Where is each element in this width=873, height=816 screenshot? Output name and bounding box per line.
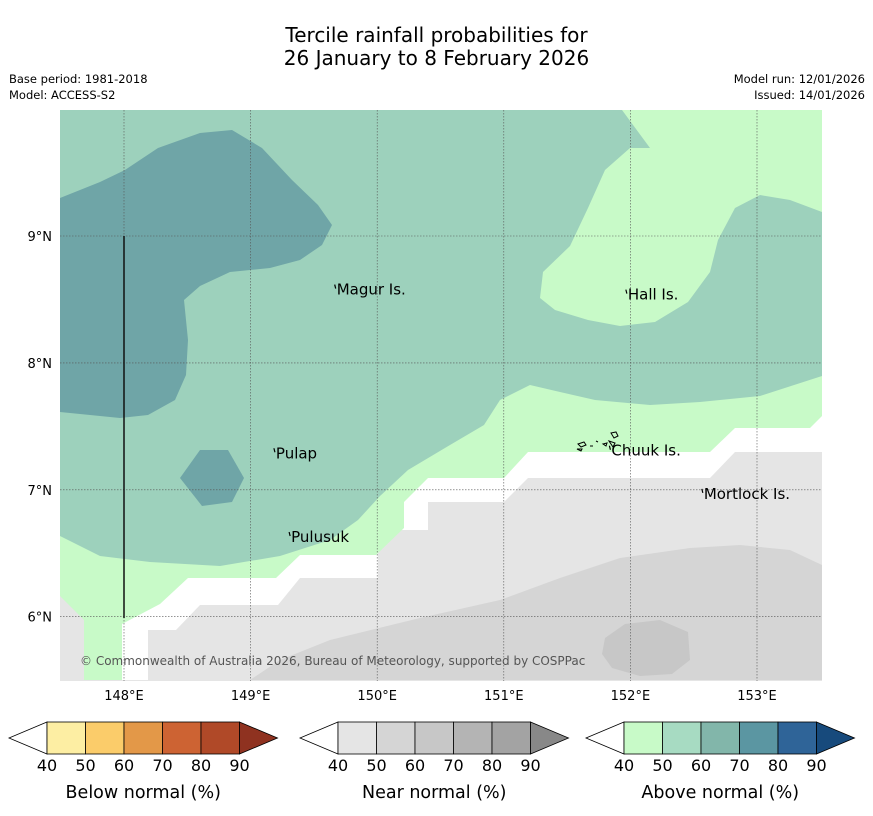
above-normal-60-70-region	[60, 130, 332, 418]
longitude-tick-label: 150°E	[357, 689, 397, 704]
meta-right: Model run: 12/01/2026 Issued: 14/01/2026	[734, 71, 865, 103]
colorbar-tick-label: 90	[229, 756, 249, 775]
colorbar-extend-high	[530, 721, 570, 755]
colorbar-3: 40 50 60 70 80 90 Above normal (%)	[584, 721, 856, 803]
colorbar-segment	[200, 721, 240, 755]
colorbar-tick-label: 40	[614, 756, 634, 775]
copyright-notice: © Commonwealth of Australia 2026, Bureau…	[80, 654, 585, 668]
colorbar-label: Below normal (%)	[66, 783, 221, 803]
colorbar-label: Near normal (%)	[362, 783, 507, 803]
colorbar-segment	[700, 721, 740, 755]
island-marker-icon	[608, 445, 611, 450]
island-marker-icon	[701, 488, 704, 494]
place-label: Pulusuk	[291, 528, 349, 546]
longitude-tick-label: 153°E	[737, 689, 777, 704]
colorbar-segment	[162, 721, 202, 755]
latitude-tick-label: 7°N	[28, 484, 53, 499]
island-marker-icon	[625, 289, 628, 294]
longitude-tick-label: 151°E	[484, 689, 524, 704]
base-period-text: Base period: 1981-2018	[9, 72, 148, 86]
colorbar-tick-label: 80	[191, 756, 211, 775]
chuuk-islets-icon	[576, 431, 619, 452]
colorbar-tick-label: 70	[152, 756, 172, 775]
colorbar-tick-label: 40	[37, 756, 57, 775]
colorbar-tick-label: 50	[652, 756, 672, 775]
place-labels: Magur Is. Hall Is. Pulap Chuuk Is. Mortlock …	[273, 281, 790, 546]
longitude-tick-label: 148°E	[104, 689, 144, 704]
colorbar-segment	[777, 721, 817, 755]
colorbar-segment	[623, 721, 663, 755]
colorbar-extend-low	[7, 721, 48, 755]
colorbar-tick-label: 90	[520, 756, 540, 775]
colorbar-2: 40 50 60 70 80 90 Near normal (%)	[298, 721, 570, 803]
meta-left: Base period: 1981-2018 Model: ACCESS-S2	[9, 71, 148, 103]
place-label: Mortlock Is.	[704, 485, 790, 503]
colorbar-tick-label: 80	[768, 756, 788, 775]
colorbar-tick-label: 70	[443, 756, 463, 775]
map-grid	[60, 110, 822, 681]
place-label: Magur Is.	[337, 281, 406, 299]
colorbar-tick-label: 80	[482, 756, 502, 775]
place-label: Chuuk Is.	[611, 442, 680, 460]
colorbar-segment	[123, 721, 163, 755]
colorbar-segment	[491, 721, 531, 755]
colorbar-tick-label: 50	[75, 756, 95, 775]
longitude-tick-label: 149°E	[231, 689, 271, 704]
island-marker-icon	[273, 448, 276, 453]
chart-title-line-2: 26 January to 8 February 2026	[283, 46, 590, 70]
colorbar-segment	[414, 721, 454, 755]
island-marker-icon	[288, 531, 291, 537]
colorbar-tick-label: 90	[806, 756, 826, 775]
colorbar-extend-high	[816, 721, 856, 755]
latitude-tick-label: 8°N	[28, 357, 53, 372]
issued-text: Issued: 14/01/2026	[754, 88, 865, 102]
above-normal-60-70-small-region	[180, 450, 244, 506]
colorbar-segment	[739, 721, 779, 755]
colorbar-tick-label: 60	[691, 756, 711, 775]
colorbar-extend-low	[298, 721, 339, 755]
island-marker-icon	[334, 284, 337, 289]
colorbar-extend-high	[239, 721, 279, 755]
colorbar-segment	[337, 721, 377, 755]
place-label: Hall Is.	[628, 286, 679, 304]
colorbar-segment	[453, 721, 493, 755]
colorbar-legends: 40 50 60 70 80 90 Below normal (%) 40 50 60 70 80 90…	[7, 721, 856, 803]
model-run-text: Model run: 12/01/2026	[733, 72, 865, 86]
colorbar-tick-label: 60	[405, 756, 425, 775]
latitude-tick-label: 6°N	[28, 611, 53, 626]
colorbar-tick-label: 50	[366, 756, 386, 775]
colorbar-label: Above normal (%)	[641, 783, 799, 803]
near-normal-60-70-region	[602, 620, 690, 676]
colorbar-tick-label: 40	[328, 756, 348, 775]
colorbar-tick-label: 70	[729, 756, 749, 775]
colorbar-extend-low	[584, 721, 625, 755]
map-area: Magur Is. Hall Is. Pulap Chuuk Is. Mortlock …	[60, 110, 822, 681]
colorbar-segment	[46, 721, 86, 755]
colorbar-segment	[376, 721, 416, 755]
model-text: Model: ACCESS-S2	[9, 88, 116, 102]
colorbar-segment	[662, 721, 702, 755]
colorbar-1: 40 50 60 70 80 90 Below normal (%)	[7, 721, 279, 803]
colorbar-segment	[85, 721, 125, 755]
latitude-tick-label: 9°N	[28, 230, 53, 245]
map-axis-labels: 148°E 149°E 150°E 151°E 152°E 153°E 9°N 8°N 7°N 6…	[28, 230, 777, 704]
chart-title-line-1: Tercile rainfall probabilities for	[285, 23, 588, 47]
place-label: Pulap	[276, 444, 317, 462]
colorbar-tick-label: 60	[114, 756, 134, 775]
longitude-tick-label: 152°E	[611, 689, 651, 704]
